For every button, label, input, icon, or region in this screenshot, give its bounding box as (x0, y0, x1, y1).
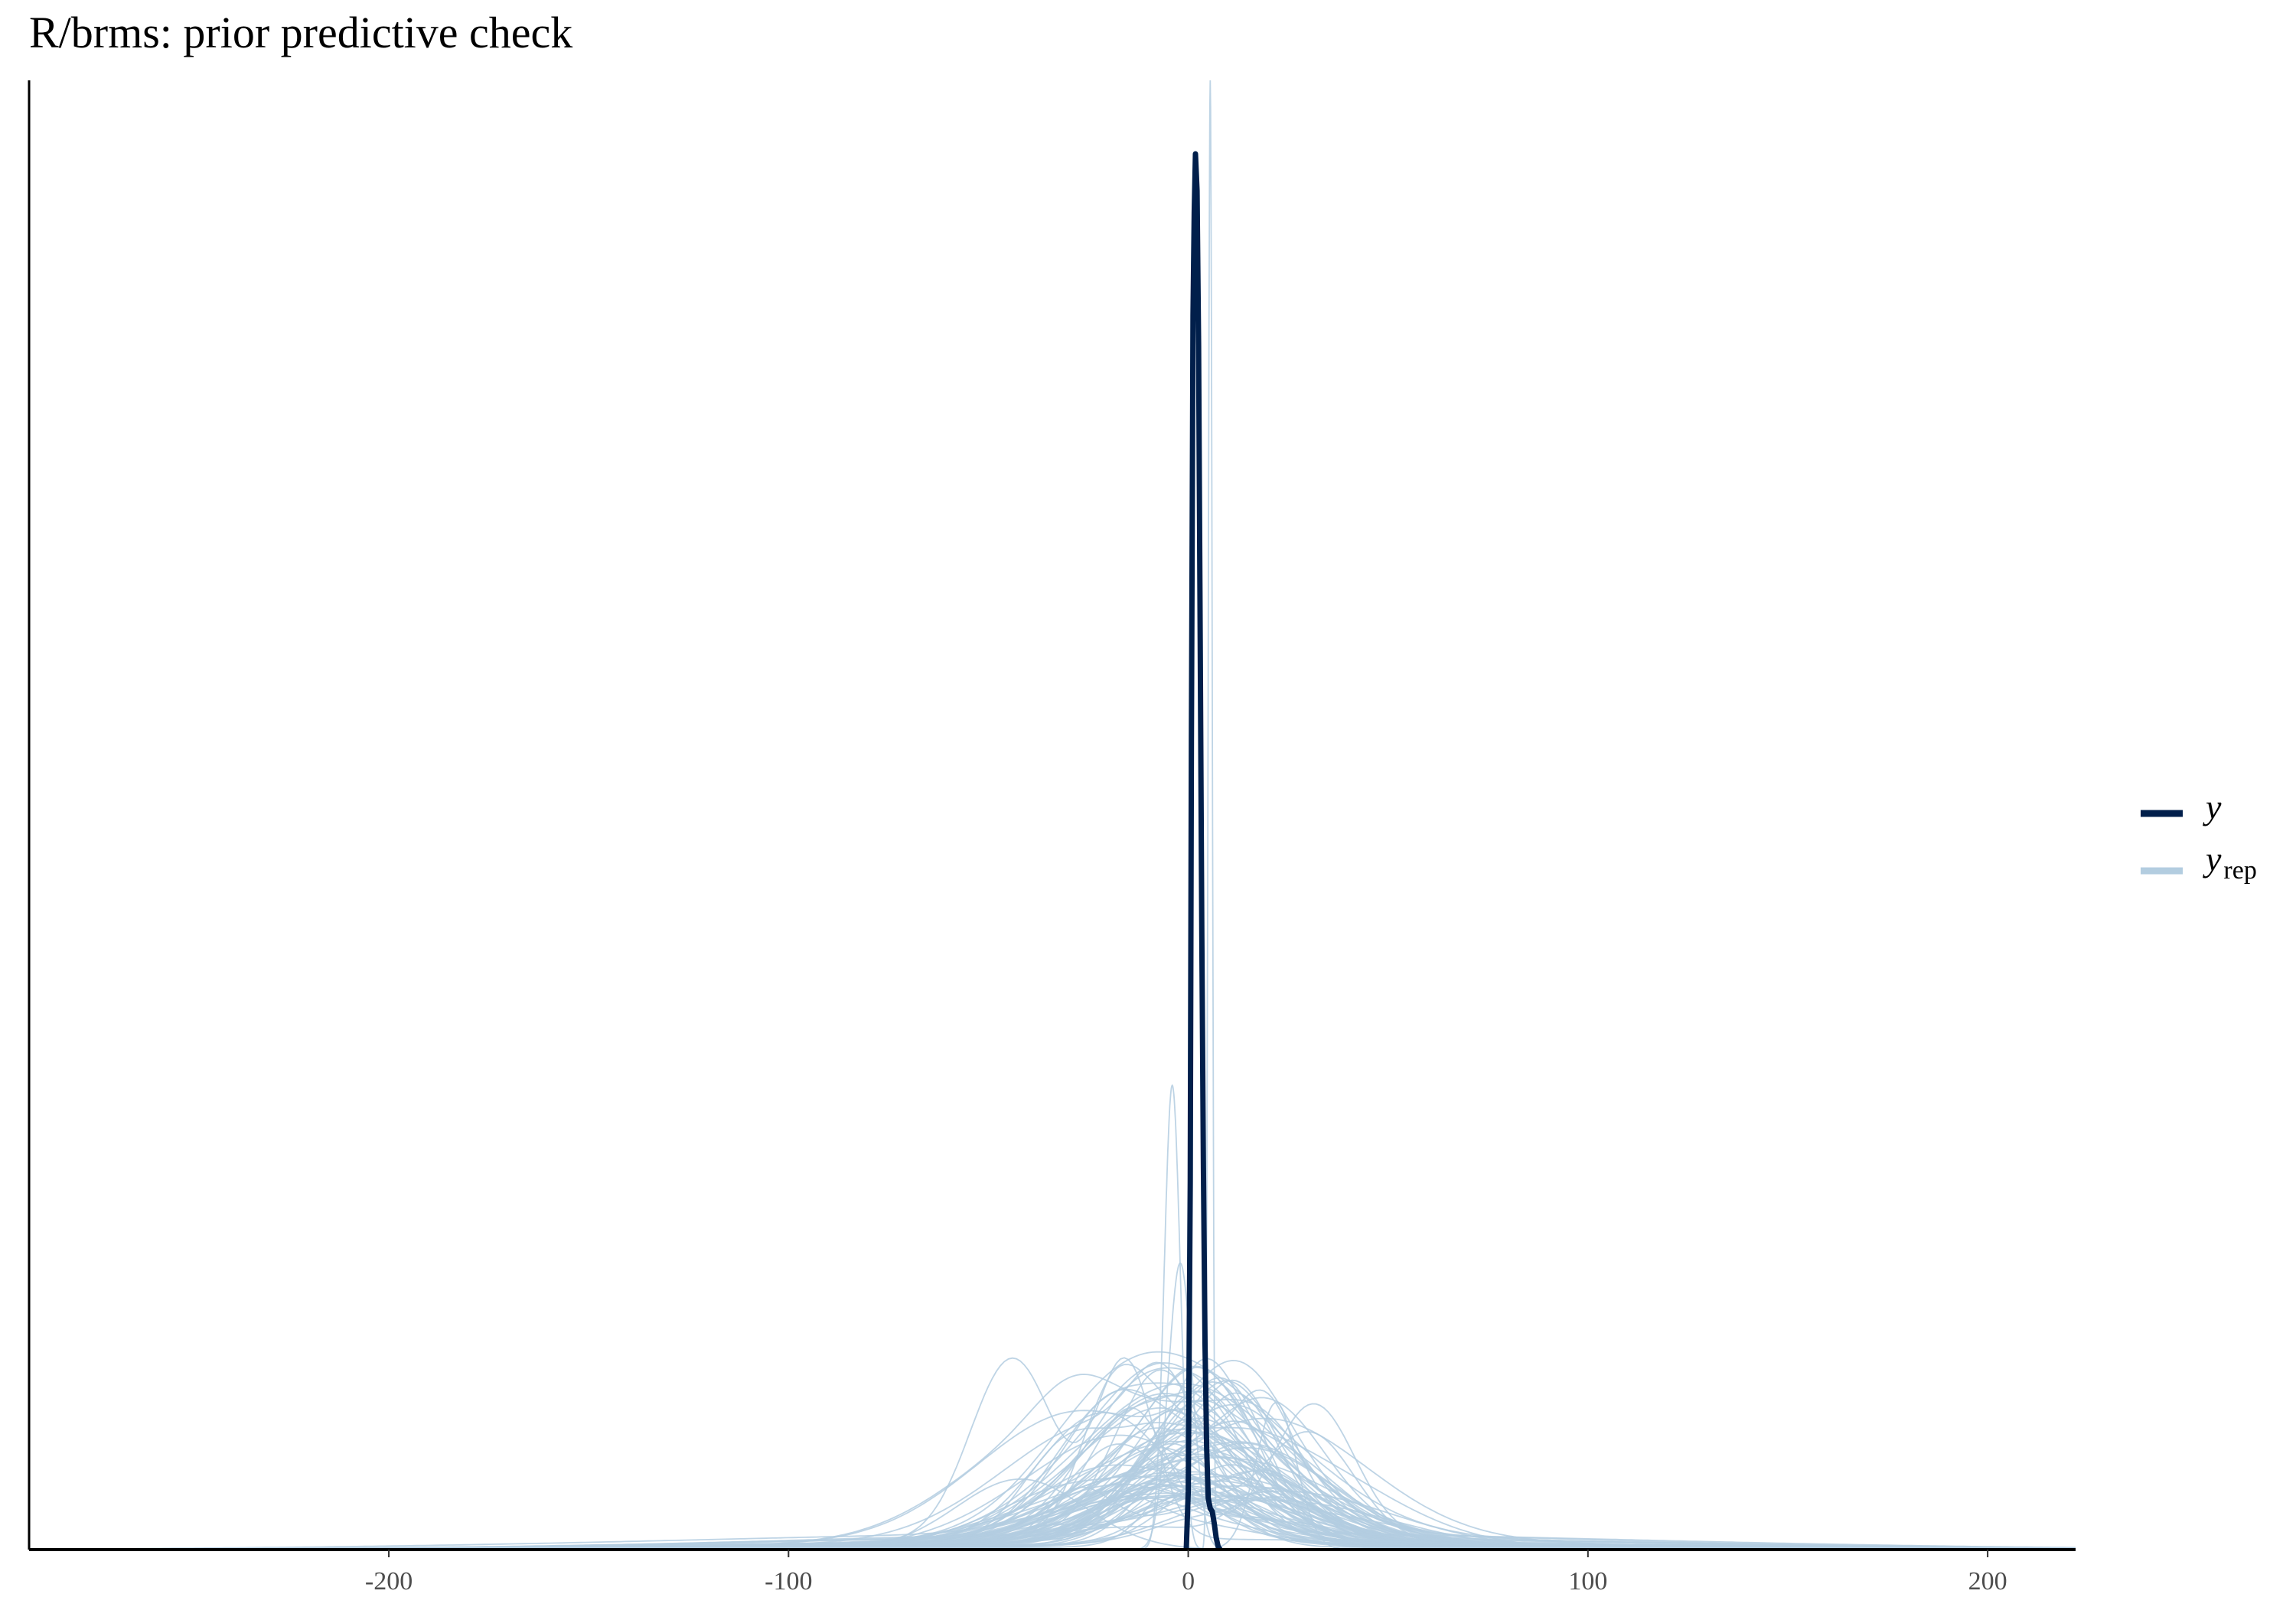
yrep-density-line (29, 1407, 2076, 1550)
x-tick-label: 200 (1968, 1567, 2007, 1596)
chart-title: R/brms: prior predictive check (29, 8, 572, 57)
legend-label-yrep: yrep (2203, 839, 2257, 885)
y-density-line (1183, 151, 1223, 1552)
yrep-density-lines (28, 80, 2076, 1550)
x-tick-label: 100 (1568, 1567, 1607, 1596)
legend-label-y: y (2203, 787, 2222, 826)
x-tick-label: -100 (765, 1567, 812, 1596)
yrep-density-line (29, 1390, 2076, 1550)
x-tick-label: 0 (1182, 1567, 1195, 1596)
x-axis-ticks: -200 -100 0 100 200 (365, 1550, 2007, 1596)
x-tick-label: -200 (365, 1567, 413, 1596)
plot-area (28, 80, 2076, 1552)
yrep-density-line (29, 1367, 2076, 1550)
y-density-curve (1183, 151, 1223, 1552)
yrep-density-line (29, 1390, 2076, 1550)
yrep-density-line (29, 1434, 2076, 1550)
legend: y yrep (2141, 787, 2257, 885)
